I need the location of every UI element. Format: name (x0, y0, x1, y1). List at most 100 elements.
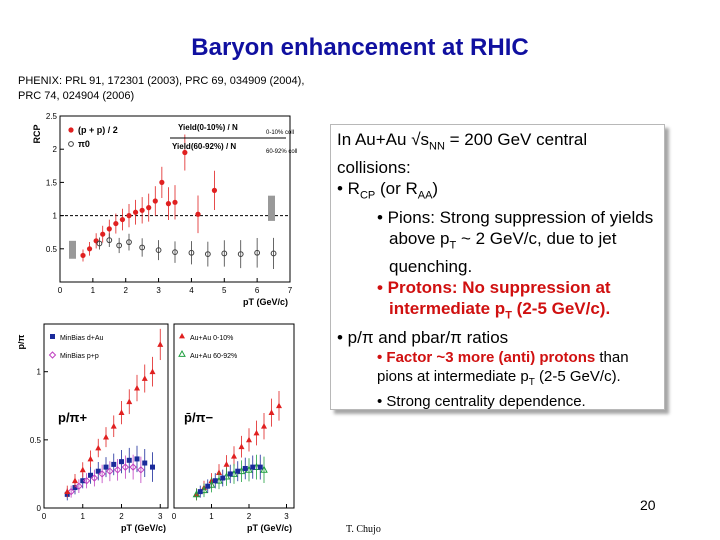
summary-textbox: In Au+Au √sNN = 200 GeV central collisio… (330, 124, 665, 410)
slide-title: Baryon enhancement at RHIC (191, 34, 529, 61)
y-tick-label: 2 (53, 145, 58, 154)
data-point (261, 423, 267, 429)
y-tick-label: 2.5 (46, 112, 58, 121)
data-point (197, 489, 203, 495)
data-point (205, 483, 211, 489)
formula-denominator: Yield(60-92%) / N (172, 142, 236, 151)
x-tick-label: 5 (222, 286, 227, 295)
data-point (242, 465, 248, 471)
data-point (64, 488, 71, 495)
data-point (165, 201, 172, 207)
data-point (90, 474, 99, 482)
data-point (276, 402, 282, 409)
systematic-band-right (268, 195, 275, 221)
text-line-centrality: • Strong centrality dependence. (377, 392, 586, 410)
data-point (86, 246, 93, 252)
data-point (113, 220, 119, 227)
data-point (188, 249, 195, 256)
legend-marker-auau-peripheral (178, 349, 186, 357)
text-line-ratios: • p/π and pbar/π ratios (337, 327, 509, 347)
y-axis-label: RCP (32, 124, 42, 143)
data-point (134, 384, 140, 391)
y-tick-label: 1 (53, 212, 58, 221)
data-point (126, 457, 132, 463)
plot-frame (173, 323, 295, 509)
x-tick-label: 3 (284, 512, 289, 521)
systematic-band-left (69, 240, 76, 259)
data-point (254, 249, 261, 256)
text-line-pions: • Pions: Strong suppression of yields ab… (377, 207, 654, 277)
page-number: 20 (640, 497, 656, 513)
data-point (253, 429, 260, 436)
data-point (75, 482, 83, 490)
y-tick-label: 0 (37, 504, 42, 513)
data-point (246, 436, 252, 443)
plot-frame (43, 323, 169, 509)
data-point (220, 475, 226, 481)
data-point (257, 464, 263, 470)
data-point (111, 461, 117, 467)
x-tick-label: 2 (123, 286, 128, 295)
data-point (119, 216, 126, 223)
data-point (72, 485, 78, 491)
data-point (149, 368, 156, 375)
data-point (182, 149, 188, 156)
data-point (235, 468, 241, 474)
legend-label-dau: MinBias d+Au (60, 335, 103, 342)
data-point (126, 213, 132, 219)
data-point (106, 467, 114, 475)
legend-label-auau-peripheral: Au+Au 60-92% (190, 353, 237, 360)
data-point (142, 460, 148, 466)
text-line-1: In Au+Au √sNN = 200 GeV central (337, 130, 588, 153)
data-point (87, 455, 94, 462)
x-tick-label: 1 (91, 286, 96, 295)
data-point (110, 423, 117, 429)
x-axis-label: pT (GeV/c) (121, 523, 166, 533)
legend-label-proton: (p + p) / 2 (78, 125, 118, 135)
data-point (126, 239, 132, 246)
data-point (159, 179, 165, 185)
formula-denominator-sub: 60-92% coll (266, 149, 297, 155)
legend-label-auau-central: Au+Au 0-10% (190, 335, 233, 342)
data-point (126, 398, 133, 405)
data-point (216, 469, 222, 475)
x-tick-label: 0 (172, 512, 177, 521)
data-point (223, 461, 230, 467)
data-point (100, 231, 106, 237)
data-point (132, 209, 139, 215)
data-point (152, 198, 158, 204)
data-point (113, 466, 122, 474)
x-tick-label: 3 (158, 512, 163, 521)
y-axis-label: p/π (18, 334, 26, 349)
data-point (146, 205, 152, 211)
x-tick-label: 1 (209, 512, 214, 521)
author: T. Chujo (346, 524, 381, 535)
data-point (155, 247, 162, 254)
text-line-3: • RCP (or RAA) (337, 179, 439, 202)
x-tick-label: 2 (247, 512, 252, 521)
data-point (129, 463, 137, 471)
data-point (121, 463, 130, 471)
data-point (116, 242, 123, 249)
data-point (103, 433, 109, 440)
legend-marker-pion (68, 141, 74, 147)
x-tick-label: 1 (81, 512, 86, 521)
text-line-2: collisions: (337, 158, 411, 178)
data-point (67, 487, 75, 496)
y-tick-label: 0.5 (30, 436, 42, 445)
rcp-chart: 0 1 2 3 4 5 6 7 0.5 1 1.5 2 2.5 pT (GeV/c) RCP (p + p) … (32, 112, 297, 307)
data-point (79, 466, 86, 473)
data-point (82, 477, 91, 485)
reference-line-2: PRC 74, 024904 (2006) (18, 90, 135, 102)
data-point (119, 459, 124, 465)
data-point (139, 244, 146, 251)
data-point (270, 250, 277, 257)
x-axis-label: pT (GeV/c) (243, 297, 288, 307)
legend-label-pion: π0 (78, 139, 90, 149)
data-point (150, 464, 155, 470)
y-tick-label: 0.5 (46, 245, 58, 254)
data-point (211, 187, 218, 193)
panel-label: p/π+ (58, 410, 88, 425)
data-point (106, 237, 113, 244)
x-tick-label: 2 (119, 512, 124, 521)
